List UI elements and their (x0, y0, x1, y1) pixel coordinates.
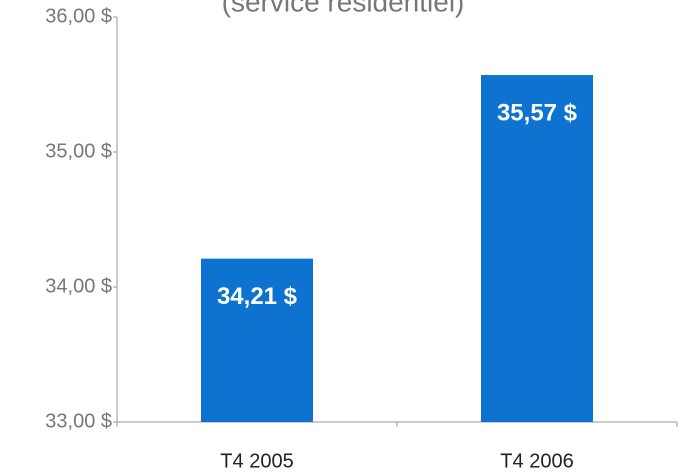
bar (201, 258, 313, 422)
value-label: 35,57 $ (497, 99, 578, 126)
chart-subtitle: (service résidentiel) (222, 0, 465, 17)
y-tick-label: 35,00 $ (45, 140, 112, 162)
y-tick-label: 34,00 $ (45, 275, 112, 297)
value-label: 34,21 $ (217, 283, 298, 310)
y-tick-label: 33,00 $ (45, 410, 112, 432)
x-tick-label: T4 2005 (220, 450, 293, 472)
y-tick-label: 36,00 $ (45, 5, 112, 27)
x-tick-label: T4 2006 (500, 450, 573, 472)
bar (481, 75, 593, 423)
